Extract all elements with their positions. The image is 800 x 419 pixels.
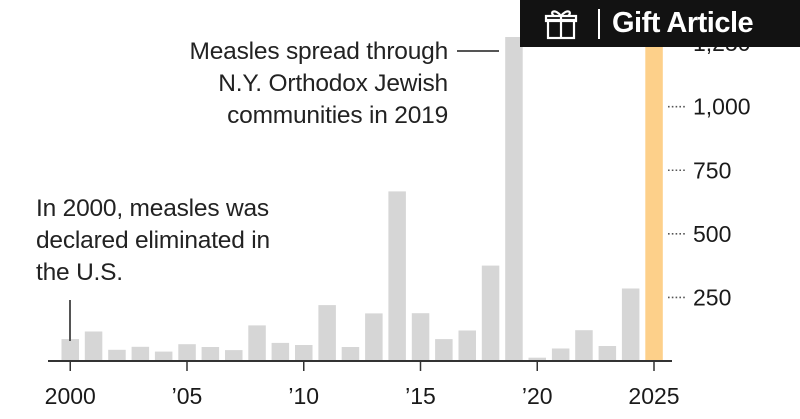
bar-2013: [365, 313, 383, 361]
y-tick-label-250: 250: [693, 284, 731, 310]
bar-2012: [341, 347, 360, 361]
y-tick-label-500: 500: [693, 221, 731, 247]
y-tick-label-1000: 1,000: [693, 94, 751, 120]
bar-2023: [598, 346, 617, 361]
bar-2007: [225, 350, 243, 361]
bar-2002: [108, 349, 126, 361]
bar-2001: [84, 331, 103, 361]
annotation-2019-leader: [457, 50, 499, 52]
bar-2000: [61, 339, 79, 361]
x-tick-label-2005: ’05: [172, 383, 203, 409]
bar-2016: [435, 339, 453, 361]
bar-2005: [178, 344, 196, 361]
gift-icon: [544, 9, 578, 39]
x-tick-label-2025: 2025: [628, 383, 679, 409]
x-tick-label-2015: ’15: [405, 383, 436, 409]
annotation-2019: Measles spread through N.Y. Orthodox Jew…: [189, 38, 449, 129]
bars-group: [61, 37, 663, 361]
x-tick-label-2020: ’20: [522, 383, 553, 409]
x-tick-label-2010: ’10: [288, 383, 319, 409]
bar-2022: [575, 330, 593, 361]
x-tick-label-2000: 2000: [45, 383, 96, 409]
bar-2021: [551, 348, 570, 361]
bar-2014: [388, 191, 406, 361]
x-axis: 2000 ’05 ’10 ’15 ’20 2025: [45, 360, 680, 409]
gift-article-label: Gift Article: [612, 7, 754, 39]
bar-2018: [481, 265, 500, 361]
bar-2009: [271, 342, 290, 361]
annotation-2000-leader: [69, 300, 71, 341]
y-tick-label-750: 750: [693, 157, 731, 183]
bar-2017: [458, 330, 476, 361]
bar-2025: [645, 37, 663, 361]
button-separator: [598, 8, 600, 39]
gift-article-button[interactable]: Gift Article: [520, 0, 800, 47]
bar-2019: [505, 37, 523, 361]
bar-2015: [411, 313, 430, 361]
bar-2008: [248, 325, 266, 361]
bar-2024: [621, 288, 640, 361]
annotation-2000: In 2000, measles was declared eliminated…: [36, 195, 270, 286]
bar-2011: [318, 305, 336, 361]
bar-2020: [528, 357, 546, 361]
bar-2006: [201, 347, 220, 361]
bar-2003: [131, 346, 150, 361]
bar-2010: [295, 345, 313, 361]
bar-2004: [154, 351, 173, 361]
